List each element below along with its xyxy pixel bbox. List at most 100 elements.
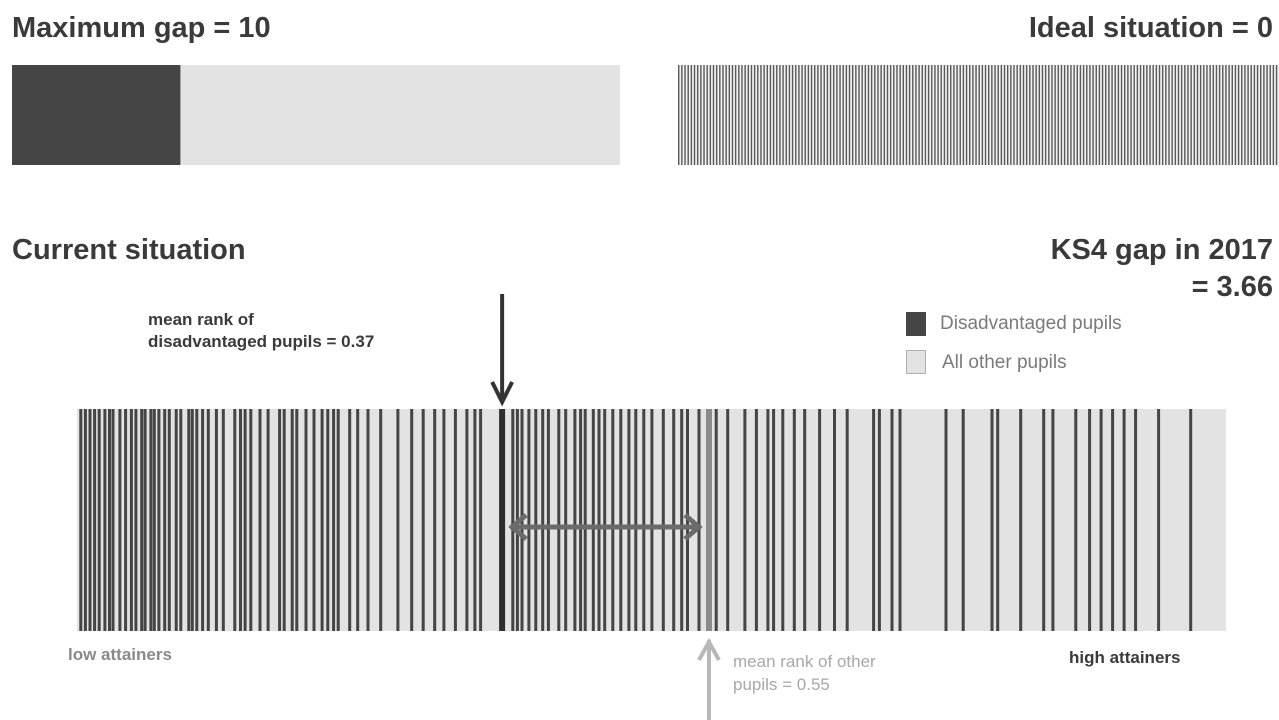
disadvantaged-stripe [134,409,138,631]
ideal-stripe [839,65,841,165]
disadvantaged-stripe [290,409,294,631]
ideal-stripe [1212,65,1214,165]
ideal-stripe [1029,65,1031,165]
max-gap-bar [12,65,620,165]
ideal-stripe [706,65,708,165]
ideal-stripe [870,65,873,165]
ideal-stripe [1241,65,1243,165]
ideal-stripe [836,65,838,165]
disadvantaged-stripe [336,409,340,631]
disadvantaged-stripe [619,409,623,631]
disadvantaged-stripe [1099,409,1103,631]
disadvantaged-stripe [379,409,383,631]
ideal-stripe [725,65,727,165]
ideal-stripe [981,65,984,165]
ideal-stripe [687,65,689,165]
ideal-stripe [918,65,920,165]
ideal-stripe [902,65,904,165]
disadvantaged-stripe [672,409,676,631]
ideal-stripe [1041,65,1044,165]
disadvantaged-stripe [118,409,122,631]
mean-disadvantaged-label-line2: disadvantaged pupils = 0.37 [148,332,375,351]
ideal-stripe [1193,65,1196,165]
disadvantaged-stripe [527,409,531,631]
disadvantaged-stripe [877,409,881,631]
ideal-stripe [1263,65,1265,165]
ideal-stripe [807,65,810,165]
disadvantaged-stripe [79,409,83,631]
ideal-stripe [1013,65,1015,165]
ideal-stripe [1199,65,1202,165]
disadvantaged-stripe [890,409,894,631]
ideal-stripe [798,65,800,165]
disadvantaged-stripe [961,409,965,631]
disadvantaged-stripe [754,409,758,631]
disadvantaged-stripe [680,409,684,631]
disadvantaged-stripe [396,409,400,631]
ideal-stripe [1187,65,1189,165]
disadvantaged-stripe [465,409,469,631]
disadvantaged-stripe [818,409,822,631]
ideal-stripe [1266,65,1268,165]
ideal-stripe [738,65,740,165]
disadvantaged-stripe [143,409,147,631]
disadvantaged-stripe [157,409,161,631]
ideal-stripe [1070,65,1072,165]
ideal-stripe [810,65,813,165]
disadvantaged-stripe [546,409,550,631]
ideal-stripe [861,65,863,165]
disadvantaged-stripe [1042,409,1046,631]
disadvantaged-stripe [579,409,583,631]
disadvantaged-stripe [766,409,770,631]
ideal-stripe [987,65,990,165]
ideal-stripe [934,65,936,165]
ideal-stripe [709,65,712,165]
ideal-stripe [715,65,718,165]
ideal-stripe [1174,65,1177,165]
ideal-stripe [1060,65,1063,165]
ideal-stripe [1079,65,1082,165]
ideal-stripe [962,65,965,165]
ideal-stripe [1019,65,1022,165]
ideal-stripe [1108,65,1110,165]
ideal-stripe [1206,65,1208,165]
disadvantaged-stripe [1019,409,1023,631]
ideal-stripe [741,65,743,165]
ideal-stripe [703,65,705,165]
ideal-stripe [899,65,901,165]
ideal-stripe [1177,65,1180,165]
ideal-stripe [1057,65,1059,165]
disadvantaged-stripe [1111,409,1115,631]
ideal-stripe [883,65,886,165]
ideal-stripe [1133,65,1135,165]
ideal-stripe [978,65,980,165]
ideal-stripe [1086,65,1088,165]
ideal-stripe [1222,65,1224,165]
ideal-stripe [969,65,971,165]
ideal-stripe [696,65,699,165]
ideal-stripe [1247,65,1249,165]
ideal-stripe [893,65,895,165]
ideal-stripe [848,65,851,165]
disadvantaged-stripe [803,409,807,631]
ideal-stripe [1168,65,1170,165]
ideal-stripe [1114,65,1116,165]
ideal-stripe [1203,65,1205,165]
ideal-stripe [1225,65,1227,165]
disadvantaged-stripe [214,409,218,631]
ideal-stripe [731,65,734,165]
ideal-stripe [1124,65,1126,165]
disadvantaged-stripe [792,409,796,631]
disadvantaged-stripe [243,409,247,631]
ideal-stripe [1010,65,1012,165]
low-attainers-label: low attainers [68,645,172,664]
disadvantaged-stripe [356,409,360,631]
ideal-stripe [1234,65,1237,165]
ideal-stripe [690,65,693,165]
ideal-stripe [1250,65,1252,165]
ideal-stripe [956,65,958,165]
disadvantaged-stripe [83,409,87,631]
mean-disadvantaged-marker [499,409,506,631]
disadvantaged-stripe [149,409,153,631]
disadvantaged-stripe [201,409,205,631]
